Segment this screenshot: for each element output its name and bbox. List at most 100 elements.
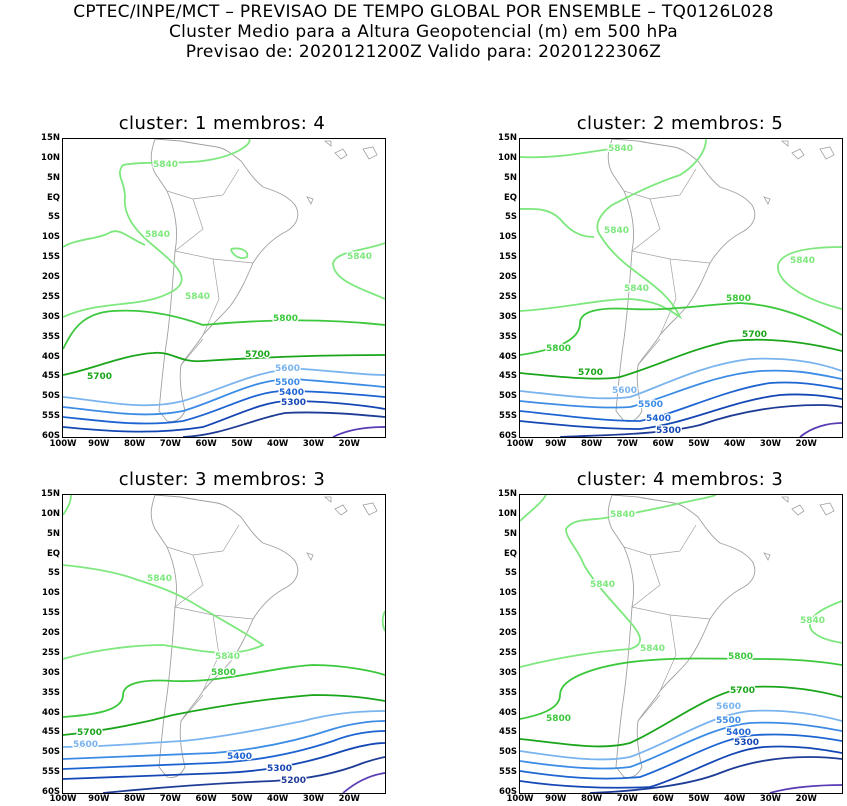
south-america-coastline [150,139,299,422]
contour-line-5100 [799,422,842,437]
lat-tick-label: 15S [499,608,517,619]
contour-label: 5840 [153,160,178,170]
contour-line-5200 [182,411,385,437]
islands [763,496,835,561]
contour-label: 5400 [279,388,304,398]
contour-line-5700 [63,351,385,376]
lon-tick-label: 90W [545,794,567,804]
lat-tick-label: 15N [41,489,60,499]
lat-tick-label: EQ [503,192,517,203]
header-line-3: Previsao de: 2020121200Z Valido para: 20… [185,42,662,62]
lon-tick-label: 40W [267,794,289,804]
contour-label: 5600 [73,740,98,750]
lon-tick-label: 30W [759,439,782,449]
lat-tick-label: 50S [499,391,517,402]
contour-label: 5700 [578,368,603,378]
contour-map: 5840 5840 5800 5700 5600 5400 5300 5200 [63,495,385,793]
lon-tick-label: 50W [688,439,710,449]
south-america-coastline [607,495,756,778]
country-borders [166,168,254,366]
panel-1-lon-labels: 100W 90W 80W 70W 60W 50W 40W 30W 20W [49,439,386,451]
contour-label: 5700 [730,686,755,696]
contour-line-5840 [809,600,842,644]
lat-tick-label: 45S [499,371,517,382]
contour-label: 5500 [716,716,741,726]
contour-label: 5840 [185,292,210,302]
contour-line-5600 [63,368,385,407]
contour-line-5840 [63,230,146,248]
contour-line-5300 [520,745,842,789]
panel-4-lon-labels: 100W 90W 80W 70W 60W 50W 40W 30W 20W [506,794,843,806]
lat-tick-label: 55S [499,411,517,422]
contour-line-5840 [63,495,72,516]
lon-tick-label: 100W [506,794,534,804]
contour-label: 5840 [624,284,649,294]
contour-label: 5800 [726,294,751,304]
south-america-coastline [607,139,756,422]
contour-label: 5840 [590,580,615,590]
lat-tick-label: 60S [499,431,517,441]
lat-tick-label: 35S [499,331,517,342]
panel-3-lon-labels: 100W 90W 80W 70W 60W 50W 40W 30W 20W [49,794,386,806]
lat-tick-label: 10S [42,588,60,599]
contour-map: 5840 5840 5840 5840 5800 5800 5700 5700 56005500… [520,139,842,437]
contour-label: 5800 [728,652,753,662]
lon-tick-label: 70W [616,439,638,449]
contour-label: 5600 [716,702,741,712]
contour-line-5200 [102,756,385,793]
lat-tick-label: 5S [47,568,60,579]
lat-tick-label: 5S [504,568,517,579]
lat-tick-label: 20S [499,628,517,639]
contour-line-5800 [520,302,842,356]
contour-label: 5500 [275,378,300,388]
lon-tick-label: 80W [580,794,603,804]
header-line-1: CPTEC/INPE/MCT – PREVISAO DE TEMPO GLOBA… [73,2,774,22]
islands [306,140,378,205]
contour-label: 5300 [734,738,759,748]
contour-line-5100 [769,784,842,793]
lon-tick-label: 50W [231,794,253,804]
lon-tick-label: 40W [724,439,746,449]
contour-label: 5300 [281,398,306,408]
contour-line-5840 [230,247,249,259]
contour-label: 5840 [640,644,665,654]
contour-line-5840 [520,139,707,320]
lat-tick-label: 5S [504,212,517,223]
lat-tick-label: 60S [499,787,517,797]
contour-label: 5840 [610,510,635,520]
lat-tick-label: 5N [503,528,517,539]
contour-label: 5840 [608,144,633,154]
contour-line-5700 [63,694,385,736]
lat-tick-label: 25S [499,291,517,302]
lat-tick-label: 10N [498,152,517,163]
contour-line-5600 [520,709,842,761]
contour-label: 5840 [604,226,629,236]
contour-line-5840 [520,207,595,238]
lat-tick-label: 15S [499,252,517,263]
lon-tick-label: 60W [195,439,217,449]
contour-line-5100 [332,426,385,437]
contour-label: 5800 [273,314,298,324]
lon-tick-label: 40W [724,794,746,804]
contour-label: 5300 [267,764,292,774]
panel-1-title: cluster: 1 membros: 4 [118,113,326,134]
lat-tick-label: 55S [42,411,60,422]
panel-3-title: cluster: 3 membros: 3 [118,469,326,490]
country-borders [623,168,711,366]
contour-label: 5840 [147,574,172,584]
lat-tick-label: 20S [42,272,60,283]
contour-label: 5800 [211,668,236,678]
contour-line-5500 [63,378,385,416]
lon-tick-label: 60W [195,794,217,804]
contour-line-5400 [63,730,385,770]
contour-line-5600 [520,357,842,400]
lon-tick-label: 70W [159,794,181,804]
contour-label: 5840 [800,616,825,626]
lat-tick-label: 50S [499,747,517,758]
lon-tick-label: 50W [688,794,710,804]
contour-label: 5700 [742,330,767,340]
lat-tick-label: 50S [42,391,60,402]
lat-tick-label: 55S [499,767,517,778]
lat-tick-label: 35S [42,687,60,698]
contour-label: 5200 [281,776,306,786]
